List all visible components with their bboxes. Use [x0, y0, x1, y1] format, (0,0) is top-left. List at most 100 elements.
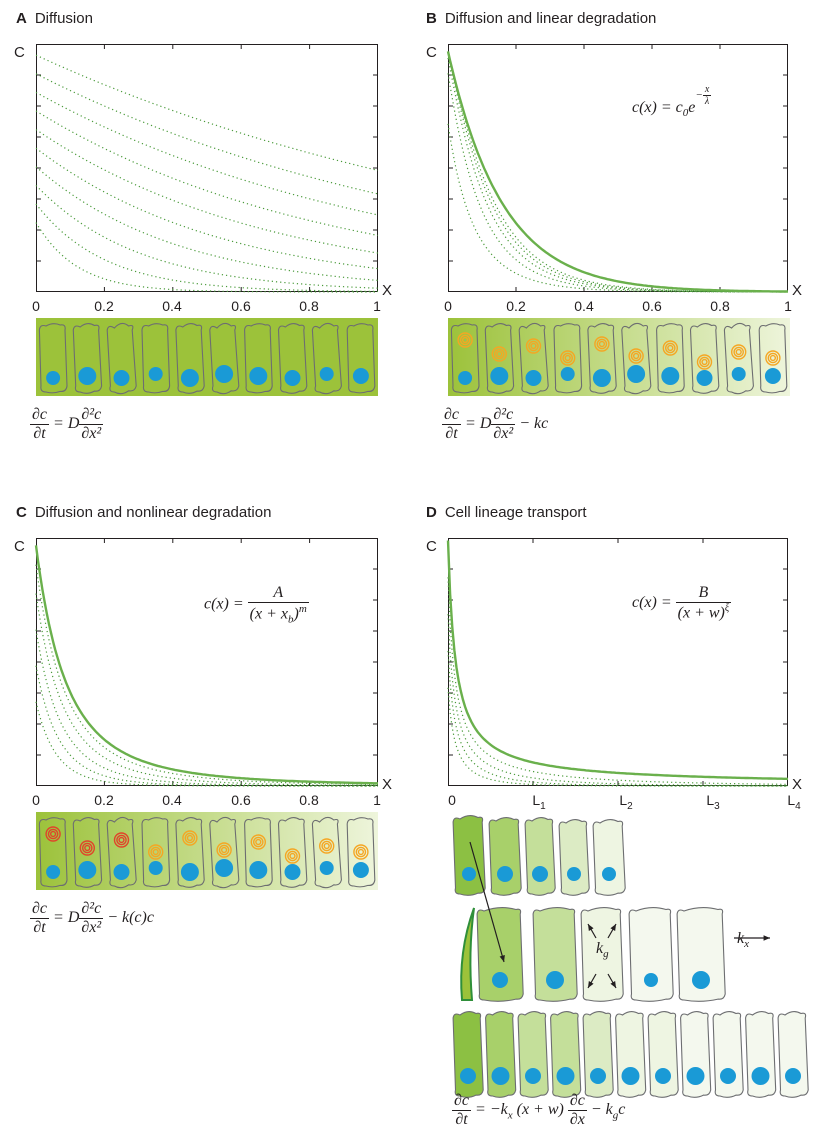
cell [532, 907, 578, 1002]
cell [38, 323, 68, 394]
transient-profile [447, 51, 788, 293]
morphogen-vesicle-icon [79, 840, 95, 856]
nucleus-icon [284, 864, 301, 880]
cell [592, 819, 626, 896]
tick-label: 0.6 [231, 792, 251, 808]
morphogen-vesicle-icon [562, 352, 573, 364]
cell [452, 815, 486, 896]
nucleus-icon [525, 1068, 541, 1084]
tick-label: 0.6 [231, 298, 251, 314]
morphogen-vesicle-icon [284, 848, 301, 864]
panel-b-title: B Diffusion and linear degradation [426, 10, 657, 27]
morphogen-vesicle-icon [47, 828, 59, 840]
morphogen-vesicle-icon [630, 350, 642, 362]
cell [712, 1011, 744, 1098]
nucleus-icon [113, 370, 130, 386]
morphogen-vesicle-icon [701, 358, 708, 366]
cell [311, 322, 342, 395]
nucleus-icon [627, 365, 646, 383]
nucleus-icon [590, 1068, 606, 1084]
nucleus-icon [592, 369, 611, 387]
morphogen-vesicle-icon [287, 850, 298, 862]
cell [558, 819, 590, 896]
morphogen-vesicle-icon [355, 846, 367, 858]
cell [484, 323, 515, 394]
morphogen-vesicle-icon [767, 352, 779, 364]
cell [450, 323, 480, 394]
nucleus-icon [644, 973, 658, 987]
nucleus-icon [249, 861, 268, 879]
panel-b-formula: c(x) = c0e− x λ [632, 84, 712, 120]
morphogen-vesicle-icon [255, 838, 262, 846]
morphogen-vesicle-icon [628, 348, 644, 364]
tick-label: 1 [373, 792, 381, 808]
panel-c-plot [34, 538, 378, 787]
panel-c-title: C Diffusion and nonlinear degradation [16, 504, 272, 521]
morphogen-vesicle-icon [82, 842, 93, 854]
morphogen-vesicle-icon [494, 348, 505, 360]
nucleus-icon [352, 862, 369, 878]
morphogen-vesicle-icon [733, 346, 745, 358]
morphogen-vesicle-icon [353, 844, 369, 860]
steady-state-curve [446, 540, 789, 781]
morphogen-vesicle-icon [84, 844, 91, 852]
nucleus-icon [46, 371, 61, 385]
nucleus-icon [180, 369, 199, 387]
cell [244, 323, 273, 394]
morphogen-vesicle-icon [147, 844, 164, 860]
nucleus-icon [731, 367, 746, 381]
tissue-background [36, 318, 378, 396]
morphogen-vesicle-icon [152, 848, 159, 856]
morphogen-vesicle-icon [559, 350, 576, 366]
tick-label: 0.4 [162, 298, 182, 314]
transient-profile [35, 110, 379, 236]
cell [621, 322, 652, 395]
cell [647, 1011, 679, 1098]
cell [517, 1011, 549, 1098]
tick-label: 0.4 [162, 792, 182, 808]
morphogen-vesicle-icon [116, 834, 127, 846]
morphogen-vesicle-icon [118, 836, 125, 844]
transient-profile [35, 184, 379, 289]
tick-label: 0.8 [710, 298, 730, 314]
cell [106, 322, 137, 395]
morphogen-vesicle-icon [150, 846, 161, 858]
tick-label: 0.8 [299, 792, 319, 808]
morphogen-vesicle-icon [528, 340, 539, 352]
growth-arrow-head [610, 981, 616, 988]
transient-profile [447, 687, 788, 787]
cell [72, 323, 103, 394]
cell [524, 817, 556, 896]
panel-d-cell-lineage [452, 815, 809, 1098]
nucleus-icon [602, 867, 616, 881]
panel-d-equation: ∂c ∂t = −kx (x + w) ∂c ∂x − kgc [452, 1092, 626, 1128]
nucleus-icon [113, 864, 130, 880]
transient-profile [35, 593, 378, 786]
morphogen-vesicle-icon [462, 336, 469, 344]
growth-arrow-head [588, 981, 594, 988]
panel-d-title: D Cell lineage transport [426, 504, 587, 521]
transient-profile [35, 203, 378, 292]
nucleus-icon [148, 861, 163, 875]
nucleus-icon [249, 367, 268, 385]
tick-label: L1 [532, 792, 546, 812]
cell [311, 816, 342, 889]
morphogen-vesicle-icon [113, 832, 130, 848]
transient-profile [35, 629, 378, 787]
kg-label: kg [596, 940, 609, 961]
panel-a-y-label: C [14, 44, 25, 61]
plot-frame [36, 538, 378, 786]
panel-d-formula: c(x) = B (x + w)ξ [632, 584, 732, 622]
morphogen-vesicle-icon [667, 344, 674, 352]
cell [452, 1011, 484, 1098]
transient-profile [35, 147, 379, 270]
cell [723, 322, 754, 395]
morphogen-vesicle-icon [765, 350, 781, 366]
cell [346, 323, 376, 394]
nucleus-icon [180, 863, 199, 881]
cell [518, 322, 549, 395]
cell [587, 323, 617, 394]
nucleus-icon [458, 371, 473, 385]
morphogen-vesicle-icon [252, 836, 264, 848]
morphogen-vesicle-icon [50, 830, 57, 838]
